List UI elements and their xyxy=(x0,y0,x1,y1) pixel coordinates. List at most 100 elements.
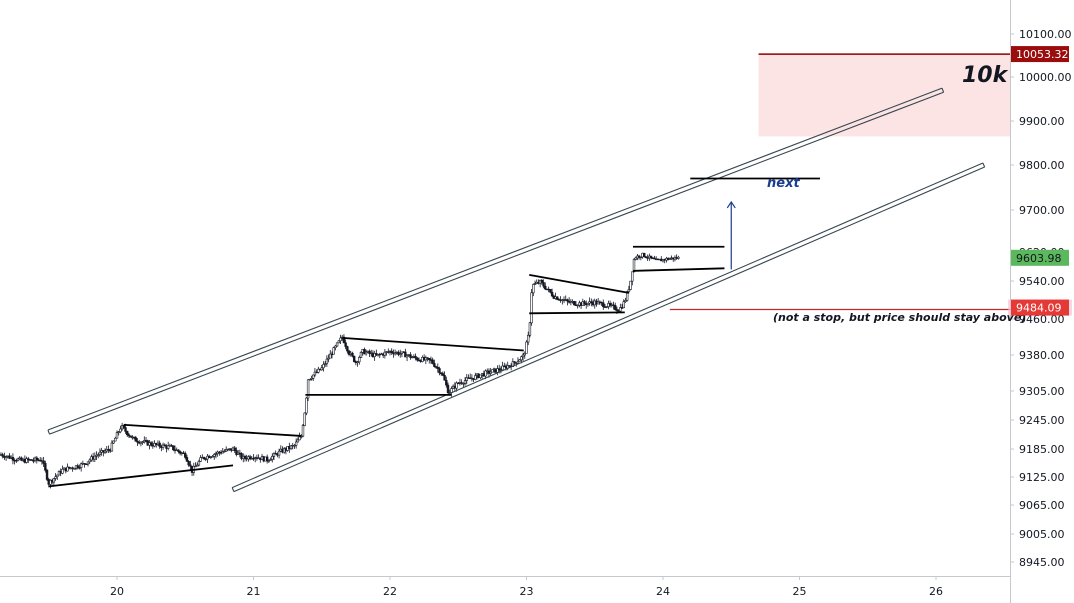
candle-body xyxy=(474,375,477,380)
price-tick-label: 9700.00 xyxy=(1019,204,1065,217)
channel-lower-b xyxy=(231,162,984,489)
candle-body xyxy=(110,442,114,452)
candle-body xyxy=(439,372,443,374)
candle-body xyxy=(213,454,216,457)
candle-body xyxy=(364,351,368,355)
channel-upper-b xyxy=(47,87,943,431)
candle-body xyxy=(114,437,117,442)
pattern-line xyxy=(529,273,630,294)
candle-body xyxy=(335,342,339,347)
candle-body xyxy=(306,379,310,399)
time-tick-label: 23 xyxy=(520,585,534,598)
candle-body xyxy=(126,431,129,436)
pattern-line xyxy=(529,311,625,315)
candle-body xyxy=(301,425,305,437)
price-tag-label: 10053.32 xyxy=(1016,48,1069,61)
candle-body xyxy=(11,457,15,461)
pattern-line xyxy=(342,337,524,352)
price-tick-label: 9380.00 xyxy=(1019,349,1065,362)
candle-body xyxy=(484,370,487,377)
candle-body xyxy=(643,252,646,258)
time-axis[interactable]: 20 21 22 23 24 25 26 xyxy=(110,576,943,598)
candle-body xyxy=(346,346,349,352)
candle-body xyxy=(88,459,91,463)
candle-body xyxy=(267,460,271,462)
candle-body xyxy=(195,464,199,467)
candle-body xyxy=(634,257,637,260)
candle-body xyxy=(177,449,180,452)
candle-body xyxy=(298,436,301,441)
time-tick-label: 21 xyxy=(247,585,261,598)
candle-body xyxy=(52,478,56,483)
candle-body xyxy=(528,322,532,336)
candle-body xyxy=(103,450,107,453)
candle-body xyxy=(405,355,409,358)
candle-body xyxy=(185,457,189,462)
price-tick-label: 10100.00 xyxy=(1019,28,1072,41)
candle-body xyxy=(460,382,463,384)
candle-body xyxy=(627,289,631,292)
candle-body xyxy=(163,444,166,447)
price-axis[interactable]: 10100.0010000.009900.009800.009700.00962… xyxy=(1010,28,1072,569)
candle-body xyxy=(431,359,434,364)
candle-body xyxy=(516,360,520,364)
candle-body xyxy=(97,454,100,456)
candle-body xyxy=(313,371,317,376)
candle-body xyxy=(117,431,120,433)
candle-body xyxy=(211,456,214,458)
price-tick-label: 9245.00 xyxy=(1019,414,1065,427)
candle-body xyxy=(235,450,238,455)
time-tick-label: 25 xyxy=(793,585,807,598)
time-tick-label: 22 xyxy=(383,585,397,598)
candle-body xyxy=(619,307,622,312)
candle-body xyxy=(194,465,197,468)
candle-body xyxy=(76,465,79,468)
candle-body xyxy=(583,301,586,304)
candle-body xyxy=(332,347,335,355)
channel-upper-cap-b xyxy=(941,87,945,93)
candle-body xyxy=(1,454,4,457)
candle-body xyxy=(134,437,137,442)
candle-body xyxy=(521,354,525,358)
candle-body xyxy=(491,369,494,373)
candle-body xyxy=(513,361,516,363)
candle-body xyxy=(465,377,468,381)
candle-body xyxy=(416,357,419,361)
candle-body xyxy=(499,369,503,371)
price-tags: 10053.32 9603.98 9484.09 xyxy=(1008,46,1072,316)
candle-body xyxy=(424,357,428,361)
candle-body xyxy=(27,458,30,461)
candle-body xyxy=(334,345,337,348)
candle-body xyxy=(45,469,49,480)
candle-body xyxy=(441,373,445,376)
candle-body xyxy=(294,441,298,446)
candle-body xyxy=(322,364,325,369)
candle-body xyxy=(393,352,397,355)
candle-body xyxy=(614,305,617,310)
time-tick-label: 24 xyxy=(656,585,670,598)
candle-body xyxy=(527,334,530,343)
price-tick-label: 9005.00 xyxy=(1019,528,1065,541)
candle-body xyxy=(518,359,521,362)
candle-body xyxy=(158,442,161,447)
candle-body xyxy=(272,453,276,457)
candle-body xyxy=(608,303,612,306)
candle-body xyxy=(25,458,28,463)
candle-body xyxy=(351,352,354,357)
candle-body xyxy=(79,463,83,468)
pattern-line xyxy=(123,423,302,437)
candle-body xyxy=(629,280,632,290)
candle-body xyxy=(339,337,342,342)
candle-body xyxy=(119,428,122,433)
annotations-layer: 10k next (not a stop, but price should s… xyxy=(767,63,1026,324)
candle-body xyxy=(214,453,218,455)
candle-body xyxy=(127,434,131,437)
candle-body xyxy=(86,461,90,465)
candle-body xyxy=(625,291,629,301)
price-tag-label: 9603.98 xyxy=(1016,252,1062,265)
candle-body xyxy=(497,368,501,371)
candle-body xyxy=(317,368,320,373)
candle-body xyxy=(112,440,115,444)
candle-body xyxy=(78,467,81,469)
